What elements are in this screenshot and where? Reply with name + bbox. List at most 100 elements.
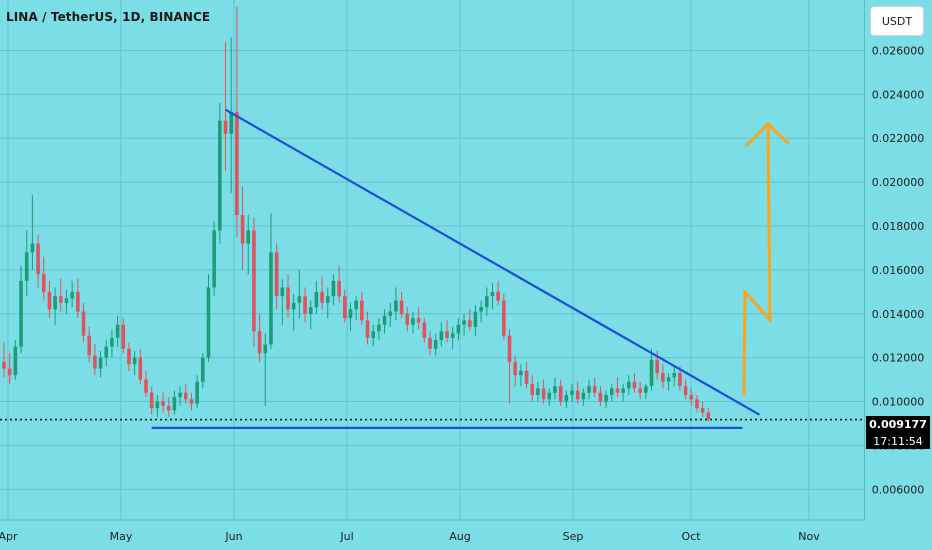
candle-body [428, 337, 432, 349]
candle-body [115, 324, 120, 338]
candle-body [399, 300, 404, 314]
candle-body [201, 357, 205, 382]
candle-body [513, 362, 517, 376]
currency-button[interactable]: USDT [870, 6, 924, 36]
x-tick-label: Jun [224, 530, 242, 543]
candle-body [64, 298, 69, 303]
candle-body [354, 300, 358, 310]
x-tick-label: Aug [449, 530, 470, 543]
candle-body [172, 397, 177, 411]
candle-body [689, 394, 694, 400]
candle-body [456, 324, 461, 334]
drawings [0, 108, 864, 429]
candle-body [138, 357, 143, 380]
candle-body [195, 381, 199, 404]
chart-title: LINA / TetherUS, 1D, BINANCE [6, 10, 211, 24]
candle-body [411, 318, 415, 325]
candle-body [700, 408, 705, 413]
candle-body [450, 333, 455, 338]
candle-body [445, 331, 449, 338]
candle-body [695, 399, 699, 409]
candle-body [598, 392, 603, 402]
candle-body [422, 322, 427, 338]
candles [2, 6, 711, 422]
y-tick-label: 0.010000 [872, 396, 925, 409]
y-tick-label: 0.018000 [872, 220, 925, 233]
candle-body [587, 386, 591, 393]
candle-body [36, 243, 40, 275]
candle-body [592, 386, 597, 393]
candle-body [127, 348, 131, 365]
x-tick-label: Sep [563, 530, 584, 543]
candle-body [632, 381, 637, 389]
candle-body [638, 388, 642, 393]
candle-body [144, 379, 148, 393]
candle-body [2, 362, 6, 369]
candle-body [485, 296, 489, 308]
candle-body [530, 383, 535, 395]
candle-body [581, 392, 586, 400]
candle-body [81, 311, 86, 336]
candle-body [405, 313, 410, 325]
x-tick-label: Jul [339, 530, 353, 543]
candle-body [132, 357, 137, 365]
candle-body [496, 291, 500, 301]
candle-body [627, 381, 631, 389]
y-tick-label: 0.022000 [872, 132, 925, 145]
candle-body [615, 388, 620, 393]
candle-body [235, 111, 239, 216]
candle-body [337, 280, 341, 297]
candle-body [621, 388, 625, 393]
candle-body [394, 300, 398, 312]
candle-body [286, 287, 290, 310]
candle-body [661, 372, 665, 382]
price-scale[interactable] [864, 0, 932, 520]
candle-body [604, 394, 608, 402]
candle-body [291, 302, 296, 310]
y-tick-label: 0.014000 [872, 308, 925, 321]
candle-body [655, 359, 659, 373]
candle-body [331, 280, 336, 297]
candle-body [252, 230, 256, 332]
candle-body [490, 291, 495, 297]
candle-body [644, 386, 648, 393]
candle-body [479, 307, 483, 312]
candle-body [524, 370, 529, 384]
candle-body [280, 287, 285, 297]
candle-body [13, 346, 18, 376]
candle-body [439, 331, 444, 341]
candle-body [155, 401, 160, 409]
candle-body [87, 335, 91, 356]
candle-body [365, 320, 370, 338]
candle-body [246, 230, 251, 244]
candle-body [206, 287, 211, 358]
candle-body [377, 324, 381, 332]
candle-body [320, 291, 324, 303]
candle-body [609, 388, 614, 395]
y-tick-label: 0.024000 [872, 88, 925, 101]
candle-body [297, 296, 302, 303]
candle-body [706, 412, 711, 420]
candle-body [360, 300, 364, 321]
candle-body [212, 230, 216, 288]
candle-body [678, 372, 682, 387]
last-price-tag: 0.009177 [866, 416, 930, 433]
y-tick-label: 0.016000 [872, 264, 925, 277]
candle-body [229, 111, 233, 134]
candle-body [371, 331, 375, 338]
candle-body [240, 215, 245, 244]
candle-body [218, 120, 222, 231]
candle-body [30, 243, 35, 253]
candle-body [672, 372, 677, 378]
candle-body [70, 291, 74, 299]
candle-body [274, 252, 279, 297]
candle-body [308, 307, 313, 314]
candle-body [47, 291, 52, 310]
candle-body [343, 296, 347, 319]
candle-body [7, 368, 12, 376]
grid [0, 0, 864, 521]
candle-body [93, 355, 97, 369]
candle-body [24, 252, 29, 281]
candle-body [553, 386, 557, 393]
